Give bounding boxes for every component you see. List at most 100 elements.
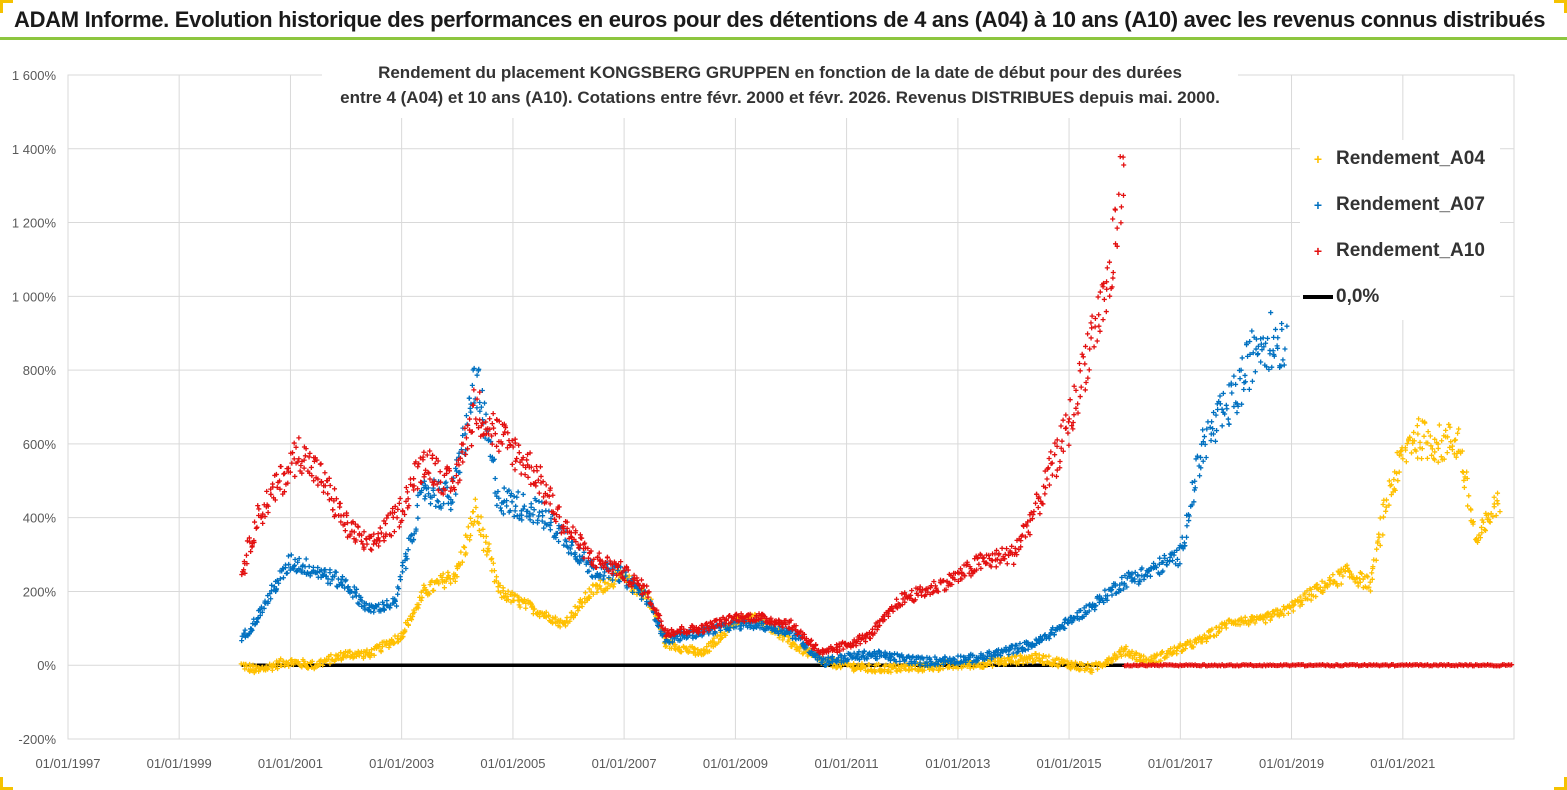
point-Rendement_A07: [509, 499, 515, 505]
point-Rendement_A04: [1383, 504, 1389, 510]
point-Rendement_A04: [452, 578, 458, 584]
point-Rendement_A07: [1186, 518, 1192, 524]
point-Rendement_A04: [1365, 574, 1371, 580]
point-Rendement_A04: [689, 644, 695, 650]
point-Rendement_A10: [437, 469, 443, 475]
legend-marker-a04: +: [1313, 151, 1323, 167]
point-Rendement_A10: [639, 592, 645, 598]
point-Rendement_A10: [622, 578, 628, 584]
point-Rendement_A10: [278, 464, 284, 470]
point-Rendement_A10: [373, 540, 379, 546]
point-Rendement_A10: [1011, 561, 1017, 567]
point-Rendement_A04: [1404, 441, 1410, 447]
point-Rendement_A07: [1215, 406, 1221, 412]
point-Rendement_A10: [355, 524, 361, 530]
point-Rendement_A07: [1234, 410, 1240, 416]
point-Rendement_A04: [416, 602, 422, 608]
point-Rendement_A10: [1033, 500, 1039, 506]
point-Rendement_A04: [1141, 653, 1147, 659]
point-Rendement_A07: [387, 604, 393, 610]
point-Rendement_A07: [1089, 604, 1095, 610]
point-Rendement_A04: [476, 520, 482, 526]
x-tick-label: 01/01/1999: [147, 756, 212, 771]
point-Rendement_A10: [581, 555, 587, 561]
point-Rendement_A04: [865, 668, 871, 674]
point-Rendement_A10: [1014, 552, 1020, 558]
point-Rendement_A07: [497, 505, 503, 511]
point-Rendement_A04: [500, 588, 506, 594]
point-Rendement_A10: [413, 459, 419, 465]
point-Rendement_A10: [298, 462, 304, 468]
point-Rendement_A04: [701, 646, 707, 652]
point-Rendement_A10: [863, 639, 869, 645]
point-Rendement_A10: [674, 628, 680, 634]
point-Rendement_A10: [689, 623, 695, 629]
point-Rendement_A07: [1231, 404, 1237, 410]
point-Rendement_A10: [867, 636, 873, 642]
point-Rendement_A07: [825, 654, 831, 660]
point-Rendement_A10: [338, 519, 344, 525]
point-Rendement_A07: [958, 653, 964, 659]
point-Rendement_A10: [302, 453, 308, 459]
point-Rendement_A10: [1045, 465, 1051, 471]
point-Rendement_A04: [1308, 587, 1314, 593]
point-Rendement_A07: [1198, 454, 1204, 460]
point-Rendement_A07: [506, 487, 512, 493]
point-Rendement_A04: [909, 667, 915, 673]
point-Rendement_A07: [469, 382, 475, 388]
point-Rendement_A07: [448, 507, 454, 513]
point-Rendement_A07: [869, 652, 875, 658]
point-Rendement_A10: [1046, 482, 1052, 488]
point-Rendement_A07: [1006, 652, 1012, 658]
point-Rendement_A10: [322, 483, 328, 489]
point-Rendement_A04: [1185, 639, 1191, 645]
chart-title-line1: Rendement du placement KONGSBERG GRUPPEN…: [378, 63, 1182, 82]
point-Rendement_A04: [557, 624, 563, 630]
point-Rendement_A07: [1258, 336, 1264, 342]
point-Rendement_A07: [268, 596, 274, 602]
point-Rendement_A10: [420, 454, 426, 460]
point-Rendement_A10: [404, 489, 410, 495]
point-Rendement_A04: [1413, 448, 1419, 454]
point-Rendement_A10: [1019, 532, 1025, 538]
point-Rendement_A10: [1067, 397, 1073, 403]
point-Rendement_A10: [1091, 344, 1097, 350]
x-tick-label: 01/01/2011: [815, 756, 879, 771]
point-Rendement_A07: [495, 488, 501, 494]
point-Rendement_A07: [265, 599, 271, 605]
point-Rendement_A07: [1239, 355, 1245, 361]
chart-title: Rendement du placement KONGSBERG GRUPPEN…: [322, 60, 1238, 118]
point-Rendement_A10: [522, 472, 528, 478]
point-Rendement_A04: [713, 641, 719, 647]
point-Rendement_A10: [780, 624, 786, 630]
point-Rendement_A04: [1267, 617, 1273, 623]
point-Rendement_A04: [1392, 487, 1398, 493]
x-tick-label: 01/01/2007: [592, 756, 657, 771]
point-Rendement_A10: [460, 459, 466, 465]
point-Rendement_A10: [432, 461, 438, 467]
point-Rendement_A07: [1284, 323, 1290, 329]
point-Rendement_A04: [426, 590, 432, 596]
point-Rendement_A04: [602, 580, 608, 586]
point-Rendement_A04: [1446, 421, 1452, 427]
point-Rendement_A07: [478, 404, 484, 410]
point-Rendement_A07: [539, 499, 545, 505]
point-Rendement_A04: [1204, 636, 1210, 642]
point-Rendement_A07: [1101, 600, 1107, 606]
point-Rendement_A04: [1013, 653, 1019, 659]
point-Rendement_A07: [422, 482, 428, 488]
point-Rendement_A07: [1174, 556, 1180, 562]
point-Rendement_A07: [848, 652, 854, 658]
point-Rendement_A10: [665, 628, 671, 634]
point-Rendement_A10: [808, 637, 814, 643]
legend-label-a04: Rendement_A04: [1336, 148, 1485, 169]
point-Rendement_A07: [1119, 574, 1125, 580]
point-Rendement_A10: [457, 455, 463, 461]
point-Rendement_A10: [247, 539, 253, 545]
point-Rendement_A04: [478, 532, 484, 538]
point-Rendement_A04: [1359, 571, 1365, 577]
point-Rendement_A07: [394, 603, 400, 609]
point-Rendement_A04: [476, 528, 482, 534]
point-Rendement_A04: [1064, 658, 1070, 664]
point-Rendement_A07: [602, 569, 608, 575]
